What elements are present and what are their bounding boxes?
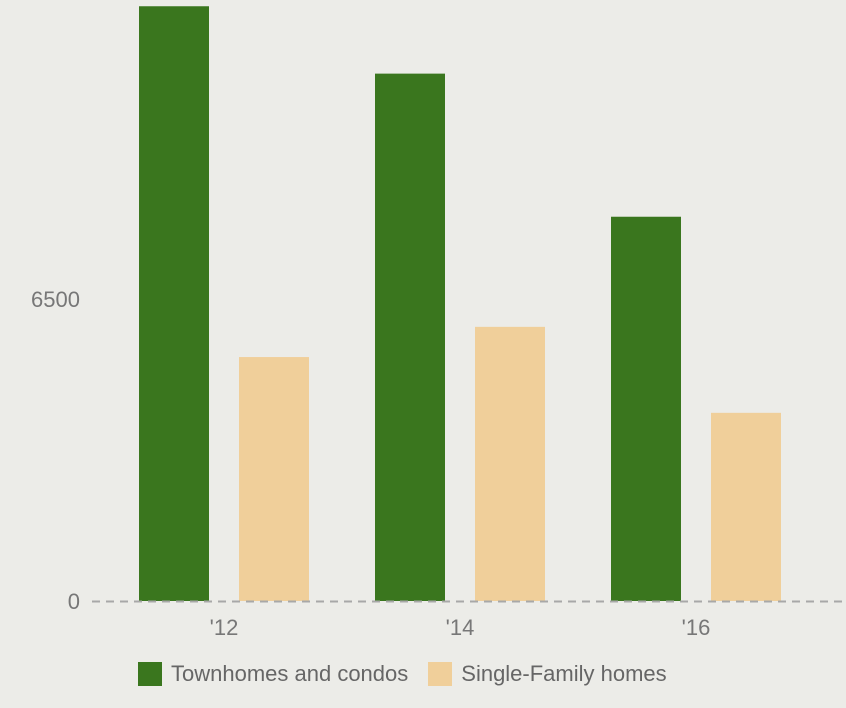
bar-single-family-2 xyxy=(711,412,781,601)
y-tick-label-0: 0 xyxy=(68,589,80,614)
legend: Townhomes and condos Single-Family homes xyxy=(138,661,687,687)
legend-swatch-single-family xyxy=(428,662,453,686)
x-tick-label-0: '12 xyxy=(210,615,239,640)
bar-townhomes-1 xyxy=(375,73,445,601)
legend-swatch-townhomes xyxy=(138,662,162,686)
legend-item-townhomes: Townhomes and condos xyxy=(138,661,408,687)
bar-single-family-1 xyxy=(475,326,545,601)
legend-label-single-family: Single-Family homes xyxy=(461,661,667,686)
bar-single-family-0 xyxy=(239,357,309,601)
x-tick-label-1: '14 xyxy=(446,615,475,640)
x-tick-label-2: '16 xyxy=(682,615,711,640)
legend-label-townhomes: Townhomes and condos xyxy=(171,661,409,686)
bar-townhomes-0 xyxy=(139,6,209,602)
legend-item-single-family: Single-Family homes xyxy=(428,661,667,687)
y-tick-label-1: 6500 xyxy=(31,287,80,312)
bar-townhomes-2 xyxy=(611,216,681,602)
